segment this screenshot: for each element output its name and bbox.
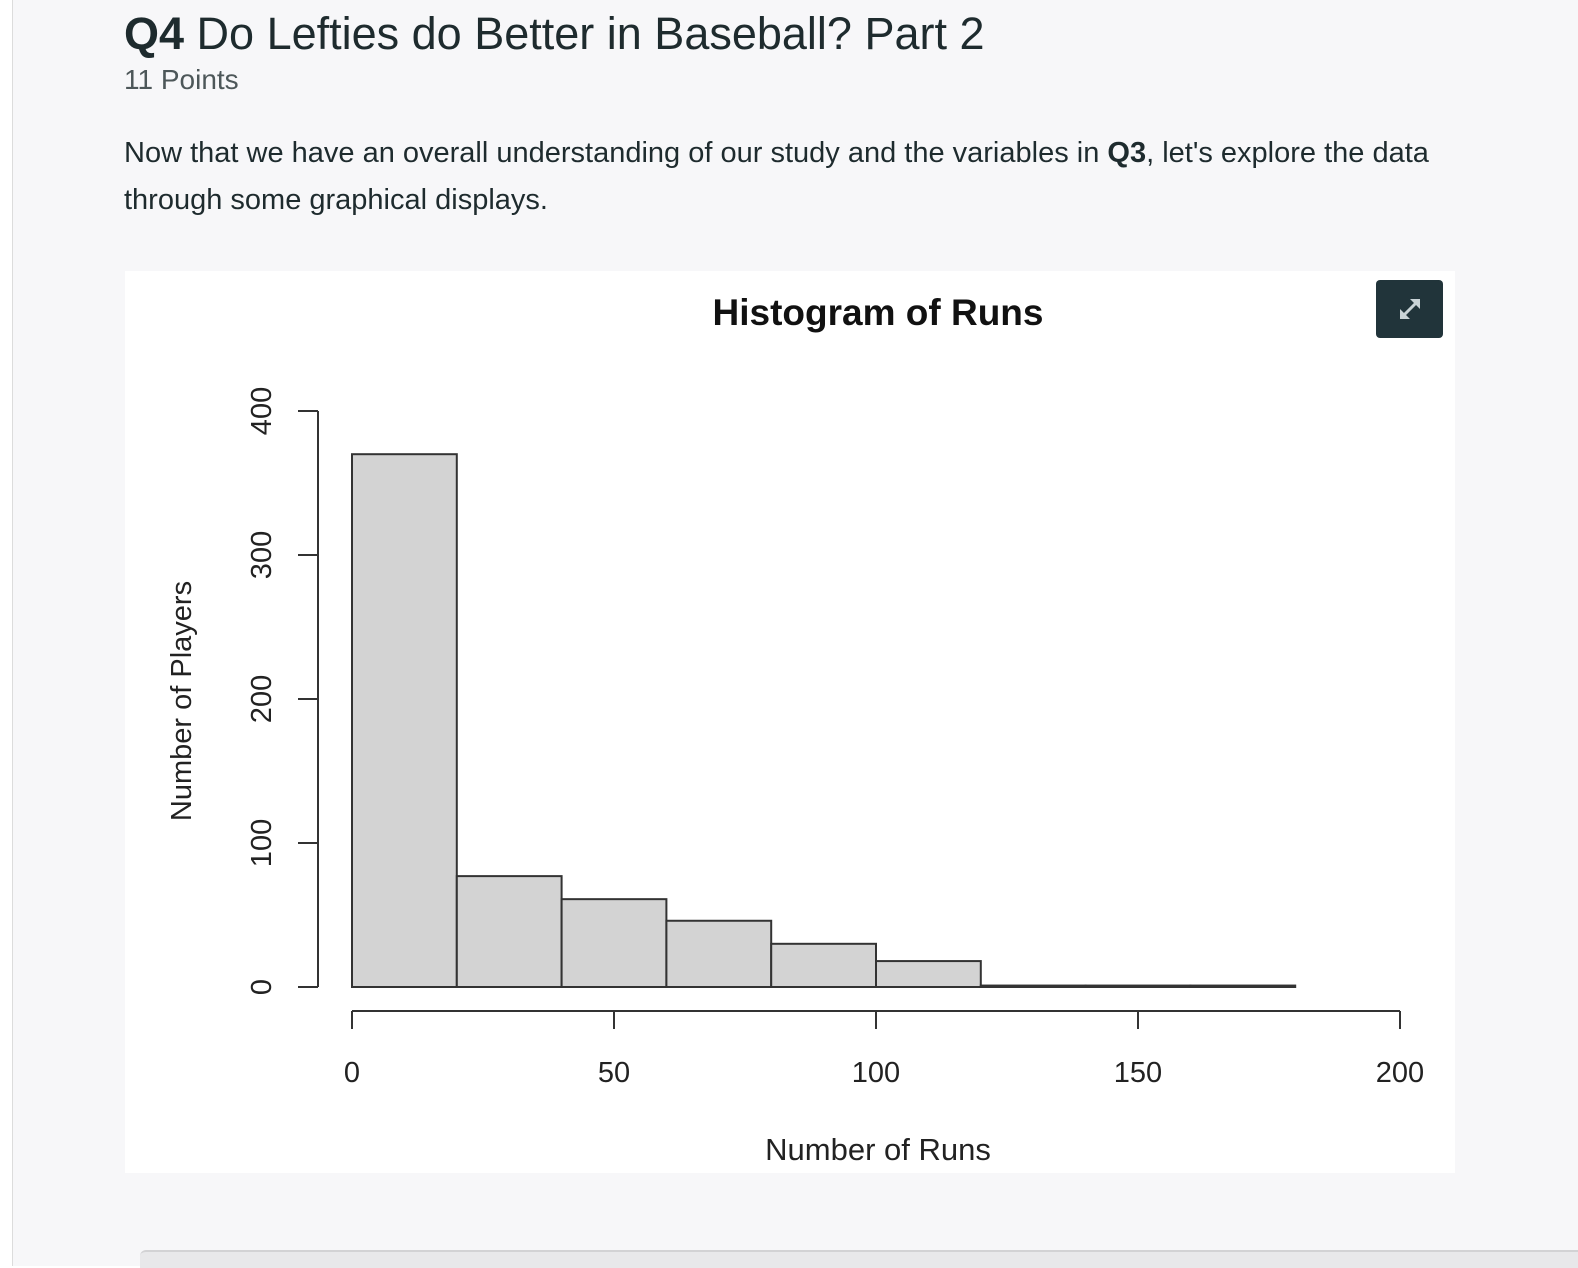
question-title-text: Do Lefties do Better in Baseball? Part 2 [196, 8, 985, 59]
x-axis-label: Number of Runs [765, 1132, 991, 1167]
x-tick-label: 0 [344, 1057, 360, 1089]
next-section-edge [140, 1250, 1578, 1268]
histogram-bar [665, 919, 773, 989]
histogram-figure: Histogram of Runs 0 100 200 300 400 0 50 100 15… [125, 271, 1455, 1173]
histogram-bar [1084, 984, 1192, 988]
expand-image-button[interactable] [1376, 280, 1443, 338]
histogram-bar [875, 960, 982, 989]
expand-arrows-icon [1399, 299, 1420, 319]
question-body: Now that we have an overall understandin… [124, 130, 1444, 224]
y-tick-label: 200 [246, 675, 278, 723]
y-tick-label: 0 [246, 979, 278, 995]
x-tick-label: 100 [852, 1057, 900, 1089]
histogram-bar [455, 875, 563, 988]
y-axis: 0 100 200 300 400 [246, 387, 319, 995]
left-rail [0, 0, 13, 1266]
y-tick-label: 400 [246, 387, 278, 435]
x-tick-label: 150 [1114, 1057, 1162, 1089]
y-tick-label: 100 [246, 819, 278, 867]
chart-title: Histogram of Runs [713, 292, 1044, 333]
question-number: Q4 [124, 8, 185, 59]
question-points: 11 Points [124, 64, 239, 95]
histogram-bar [351, 453, 458, 988]
question-reference: Q3 [1107, 137, 1147, 169]
histogram-chart: Histogram of Runs 0 100 200 300 400 0 50 100 15… [166, 292, 1424, 1167]
x-tick-label: 50 [598, 1057, 630, 1089]
histogram-bars [351, 453, 1297, 989]
x-axis: 0 50 100 150 200 [344, 1010, 1424, 1089]
y-axis-label: Number of Players [166, 581, 198, 821]
histogram-bar [1189, 984, 1297, 988]
histogram-bar [770, 942, 878, 988]
question-title: Q4 Do Lefties do Better in Baseball? Par… [124, 8, 985, 60]
question-body-text-end: , let's explore the data through some gr… [124, 137, 1429, 216]
y-tick-label: 300 [246, 531, 278, 579]
x-tick-label: 200 [1376, 1057, 1424, 1089]
histogram-bar [560, 898, 668, 988]
histogram-bar [979, 984, 1087, 988]
question-body-text: Now that we have an overall understandin… [124, 137, 1108, 169]
